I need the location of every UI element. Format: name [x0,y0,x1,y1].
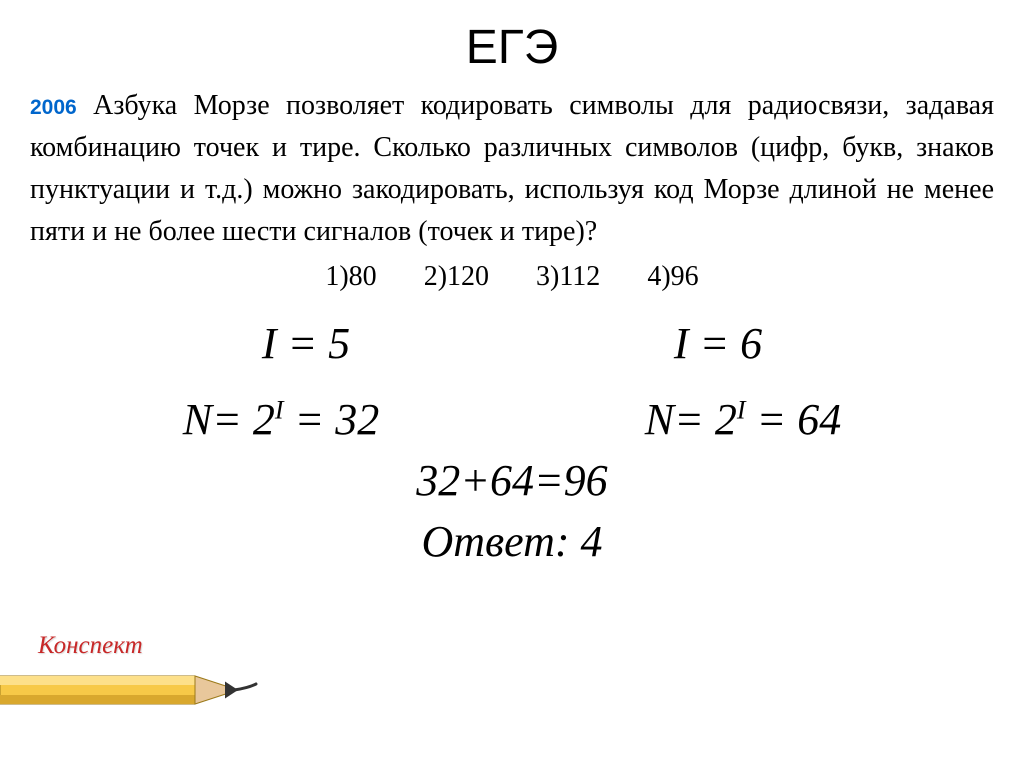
equation-sum: 32+64=96 [0,455,1024,506]
option-2: 2)120 [424,261,489,292]
n2-prefix: N= 2 [645,395,737,444]
equation-n1: N= 2I = 32 [183,394,379,445]
option-3: 3)112 [536,261,600,292]
problem-block: 2006 Азбука Морзе позволяет кодировать с… [0,85,1024,253]
equation-n2: N= 2I = 64 [645,394,841,445]
n1-suffix: = 32 [284,395,380,444]
pencil-graphic: Конспект [0,648,270,728]
n2-exponent: I [737,395,746,424]
n2-suffix: = 64 [746,395,842,444]
answer-options: 1)80 2)120 3)112 4)96 [0,261,1024,293]
n1-prefix: N= 2 [183,395,275,444]
page-title: ЕГЭ [0,0,1024,85]
problem-text: Азбука Морзе позволяет кодировать символ… [30,90,994,247]
equation-i2: I = 6 [674,318,762,369]
year-label: 2006 [30,96,77,119]
equation-i1: I = 5 [262,318,350,369]
equations-row-1: I = 5 I = 6 [0,293,1024,379]
equations-row-2: N= 2I = 32 N= 2I = 64 [0,379,1024,450]
option-1: 1)80 [325,261,376,292]
option-4: 4)96 [647,261,698,292]
equation-answer: Ответ: 4 [0,516,1024,567]
n1-exponent: I [275,395,284,424]
pencil-label: Конспект [38,632,143,660]
